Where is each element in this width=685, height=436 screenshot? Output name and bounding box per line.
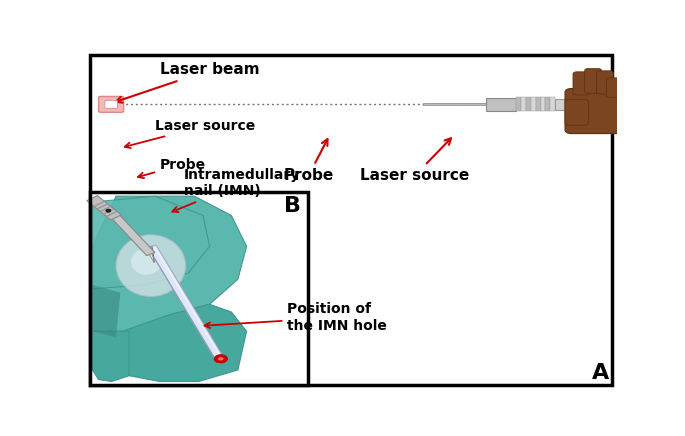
- Circle shape: [105, 209, 111, 212]
- Text: Intramedullary
nail (IMN): Intramedullary nail (IMN): [173, 168, 300, 212]
- FancyBboxPatch shape: [99, 96, 123, 112]
- Bar: [556, 99, 577, 110]
- Bar: [516, 97, 521, 112]
- Bar: [486, 98, 516, 111]
- FancyBboxPatch shape: [585, 68, 601, 93]
- Bar: [545, 97, 551, 112]
- Text: Probe: Probe: [284, 139, 334, 183]
- Polygon shape: [103, 206, 155, 255]
- Bar: [521, 97, 525, 112]
- Text: Position of
the IMN hole: Position of the IMN hole: [205, 303, 387, 333]
- Polygon shape: [87, 195, 121, 220]
- Polygon shape: [123, 304, 247, 382]
- Bar: [531, 97, 536, 112]
- Text: A: A: [593, 363, 610, 383]
- Polygon shape: [92, 285, 121, 337]
- Circle shape: [214, 354, 227, 363]
- Polygon shape: [92, 331, 129, 382]
- Ellipse shape: [116, 235, 186, 296]
- FancyBboxPatch shape: [565, 100, 588, 125]
- FancyBboxPatch shape: [565, 89, 628, 133]
- Text: Probe: Probe: [138, 157, 206, 178]
- Polygon shape: [149, 254, 154, 263]
- Bar: [90, 192, 308, 385]
- Polygon shape: [148, 245, 225, 363]
- FancyBboxPatch shape: [606, 78, 623, 97]
- Polygon shape: [149, 246, 227, 364]
- Circle shape: [218, 357, 224, 361]
- Text: Laser source: Laser source: [360, 138, 469, 183]
- Bar: [536, 97, 540, 112]
- Ellipse shape: [131, 249, 162, 275]
- Bar: [540, 97, 545, 112]
- FancyBboxPatch shape: [573, 72, 590, 95]
- Text: Laser beam: Laser beam: [116, 62, 260, 102]
- Polygon shape: [92, 196, 210, 289]
- Text: B: B: [284, 196, 301, 216]
- Bar: [551, 97, 556, 112]
- FancyBboxPatch shape: [105, 100, 117, 108]
- Text: Laser source: Laser source: [125, 119, 255, 148]
- Bar: [525, 97, 531, 112]
- Bar: [90, 192, 308, 385]
- Polygon shape: [153, 245, 225, 362]
- Polygon shape: [92, 196, 247, 331]
- Bar: [423, 103, 486, 106]
- FancyBboxPatch shape: [597, 71, 613, 94]
